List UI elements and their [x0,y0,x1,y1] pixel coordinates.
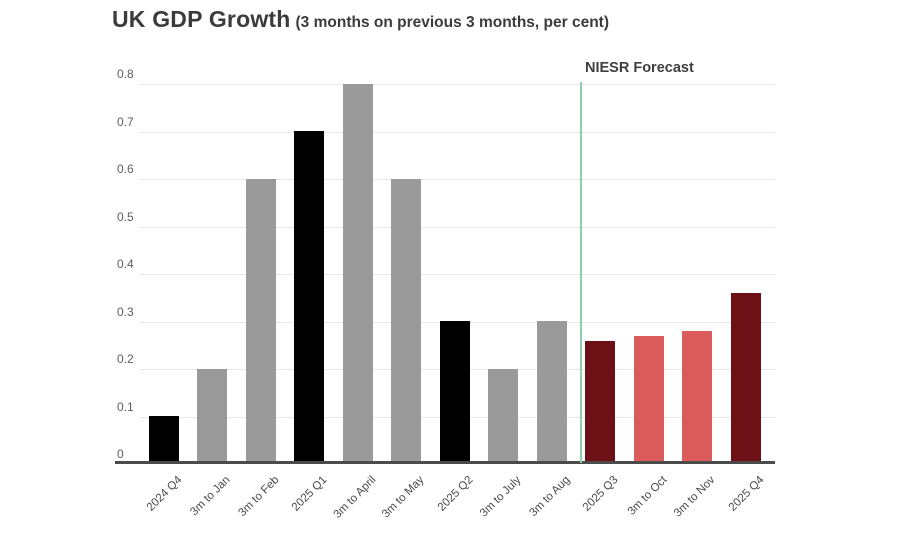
chart-subtitle: (3 months on previous 3 months, per cent… [295,14,609,31]
chart-bar [682,331,712,464]
y-axis-tick-label: 0.8 [117,67,134,81]
y-axis-tick-label: 0.1 [117,399,134,414]
y-axis-tick-label: 0.4 [117,257,134,271]
chart-bar [633,336,664,464]
chart-bar [730,293,761,464]
x-axis-line [115,461,775,464]
gridline [140,84,775,85]
chart-bar [148,416,179,464]
chart-bar [245,179,276,464]
y-axis-tick-label: 0.5 [117,209,134,224]
chart-bar [342,84,373,464]
chart-bar [197,369,227,464]
gridline [140,274,775,275]
gridline [140,179,775,180]
chart-bar [294,131,324,464]
page-title: UK GDP Growth [112,6,291,32]
chart-header: UK GDP Growth (3 months on previous 3 mon… [112,6,609,33]
chart-bar [585,341,615,464]
forecast-label: NIESR Forecast [585,60,694,76]
y-axis-tick-label: 0.7 [117,114,134,129]
chart-bar [536,321,567,464]
chart-bar [391,179,421,464]
chart-bar [488,369,518,464]
forecast-divider-line [580,82,582,463]
plot-area [140,84,775,464]
y-axis-tick-label: 0.2 [117,352,134,366]
chart-bar [439,321,470,464]
y-axis-tick-label: 0.3 [117,304,134,319]
gridline [140,131,775,133]
y-axis-tick-label: 0.6 [117,162,134,176]
y-axis-tick-label: 0 [117,447,124,461]
gridline [140,226,775,228]
